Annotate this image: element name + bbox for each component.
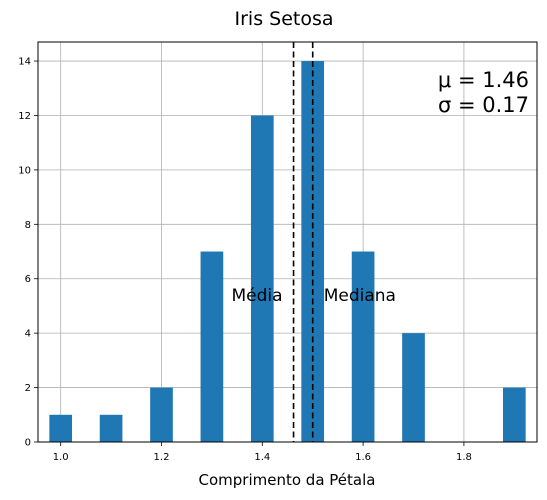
bar-8 — [502, 387, 526, 442]
chart-title: Iris Setosa — [235, 8, 334, 30]
median-label: Mediana — [324, 286, 396, 306]
x-tick-label-4: 1.8 — [456, 452, 472, 463]
mean-label: Média — [231, 286, 282, 306]
plot-frame — [37, 41, 538, 443]
x-tick-label-1: 1.2 — [154, 452, 170, 463]
stat-mean-text: μ = 1.46 — [438, 68, 529, 92]
bar-1 — [99, 414, 123, 442]
y-tick-label-2: 4 — [25, 329, 31, 340]
y-tick-label-6: 12 — [18, 111, 31, 122]
y-tick-label-5: 10 — [18, 165, 31, 176]
bar-7 — [402, 333, 425, 442]
stat-std-text: σ = 0.17 — [438, 93, 529, 117]
bar-0 — [49, 414, 73, 442]
bar-6 — [351, 251, 375, 442]
reference-lines — [292, 42, 314, 442]
y-tick-label-4: 8 — [25, 220, 31, 231]
bar-3 — [200, 251, 224, 442]
x-tick-label-3: 1.6 — [355, 452, 371, 463]
x-tick-label-2: 1.4 — [254, 452, 270, 463]
y-tick-label-0: 0 — [25, 438, 31, 449]
x-tick-label-0: 1.0 — [53, 452, 69, 463]
x-axis-label: Comprimento da Pétala — [199, 471, 376, 489]
bar-2 — [150, 387, 173, 442]
y-tick-label-7: 14 — [18, 57, 31, 68]
y-tick-label-1: 2 — [25, 383, 31, 394]
bars-layer — [49, 61, 526, 443]
y-tick-label-3: 6 — [25, 274, 31, 285]
bar-4 — [250, 115, 274, 442]
ticks-layer: 1.0 1.2 1.4 1.6 1.8 0 2 4 6 8 10 12 14 — [18, 57, 472, 463]
